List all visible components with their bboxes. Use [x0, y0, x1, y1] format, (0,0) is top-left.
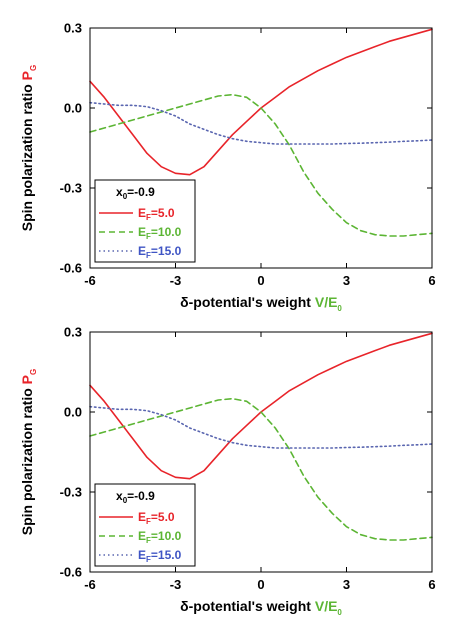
x-tick-label: 0	[257, 577, 264, 592]
legend: x0=-0.9 EF=5.0 EF=10.0 EF=15.0	[94, 179, 196, 263]
series-line-ef100	[89, 93, 433, 237]
panel-top: -6 -3 0 3 6 0.3 0.0 -0.3 -0.6 Spin polarization …	[19, 21, 436, 314]
y-tick-label: 0.0	[64, 405, 82, 420]
legend-box	[94, 179, 196, 263]
y-axis-label: Spin polarization ratio PG	[19, 65, 38, 231]
x-tick-label: -3	[170, 577, 182, 592]
y-tick-label: 0.0	[64, 101, 82, 116]
legend-title: x0=-0.9	[116, 489, 155, 505]
y-tick-label: -0.3	[60, 485, 82, 500]
legend: x0=-0.9 EF=5.0 EF=10.0 EF=15.0	[94, 483, 196, 567]
legend-label-ef5: EF=5.0	[138, 206, 175, 222]
y-tick-label: 0.3	[64, 325, 82, 340]
y-axis-label: Spin polarization ratio PG	[19, 369, 38, 535]
y-tick-label: 0.3	[64, 21, 82, 36]
x-tick-label: 3	[343, 577, 350, 592]
legend-label-ef5: EF=5.0	[138, 510, 175, 526]
plot-frame	[89, 27, 433, 269]
series-line-ef50	[89, 332, 433, 480]
series-line-ef100	[89, 397, 433, 541]
x-tick-label: 3	[343, 273, 350, 288]
x-tick-label: -6	[84, 273, 96, 288]
legend-label-ef10: EF=10.0	[138, 225, 182, 241]
y-tick-label: -0.6	[60, 261, 82, 276]
x-tick-label: 6	[428, 577, 435, 592]
series-line-ef50	[89, 28, 433, 176]
legend-label-ef10: EF=10.0	[138, 529, 182, 545]
legend-box	[94, 483, 196, 567]
x-tick-label: -3	[170, 273, 182, 288]
x-tick-label: -6	[84, 577, 96, 592]
plot-frame	[89, 331, 433, 573]
x-tick-label: 6	[428, 273, 435, 288]
y-tick-label: -0.3	[60, 181, 82, 196]
x-axis-label: δ-potential's weight V/E0	[180, 294, 342, 313]
y-tick-label: -0.6	[60, 565, 82, 580]
x-tick-label: 0	[257, 273, 264, 288]
legend-title: x0=-0.9	[116, 185, 155, 201]
panel-bottom: -6 -3 0 3 6 0.3 0.0 -0.3 -0.6 Spin polarization …	[19, 325, 436, 618]
plot-area: -6 -3 0 3 6 0.3 0.0 -0.3 -0.6	[60, 325, 436, 593]
series-line-ef150	[89, 405, 433, 449]
legend-label-ef15: EF=15.0	[138, 548, 182, 564]
legend-label-ef15: EF=15.0	[138, 244, 182, 260]
x-axis-label: δ-potential's weight V/E0	[180, 598, 342, 617]
series-line-ef150	[89, 101, 433, 145]
